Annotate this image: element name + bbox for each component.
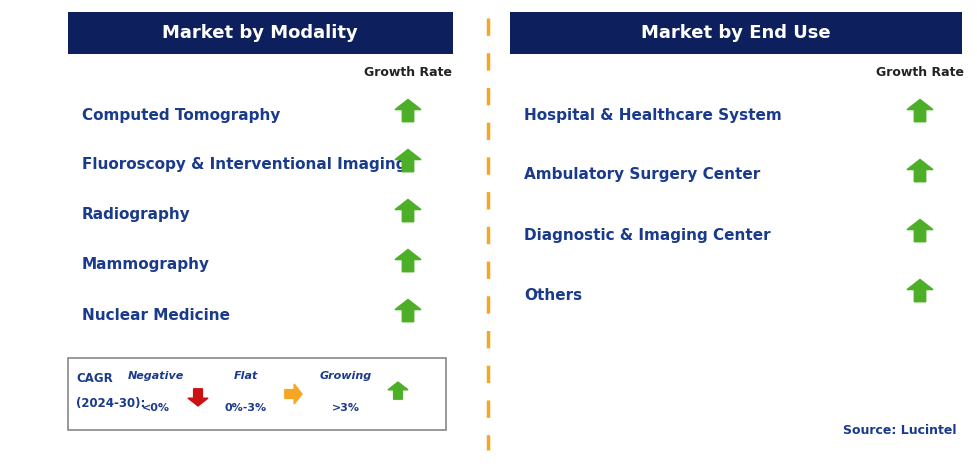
Text: Growing: Growing xyxy=(319,371,372,381)
Polygon shape xyxy=(285,384,302,404)
Polygon shape xyxy=(188,389,208,406)
Text: Market by End Use: Market by End Use xyxy=(641,24,830,42)
Text: Radiography: Radiography xyxy=(82,208,191,222)
Text: Growth Rate: Growth Rate xyxy=(876,65,964,79)
FancyBboxPatch shape xyxy=(510,12,962,54)
Text: <0%: <0% xyxy=(142,403,170,413)
Text: 0%-3%: 0%-3% xyxy=(225,403,267,413)
Polygon shape xyxy=(395,149,421,172)
Polygon shape xyxy=(395,200,421,222)
Text: Fluoroscopy & Interventional Imaging: Fluoroscopy & Interventional Imaging xyxy=(82,157,406,173)
Text: CAGR: CAGR xyxy=(76,372,112,384)
Text: Hospital & Healthcare System: Hospital & Healthcare System xyxy=(524,108,782,122)
Text: Nuclear Medicine: Nuclear Medicine xyxy=(82,308,230,322)
Polygon shape xyxy=(395,249,421,272)
Text: Flat: Flat xyxy=(234,371,258,381)
FancyBboxPatch shape xyxy=(68,12,453,54)
Text: >3%: >3% xyxy=(332,403,360,413)
Text: (2024-30):: (2024-30): xyxy=(76,398,146,410)
Text: Source: Lucintel: Source: Lucintel xyxy=(843,423,956,437)
Polygon shape xyxy=(388,382,408,399)
Polygon shape xyxy=(395,300,421,322)
FancyBboxPatch shape xyxy=(68,358,446,430)
Polygon shape xyxy=(907,159,933,182)
Text: Mammography: Mammography xyxy=(82,257,210,273)
Text: Ambulatory Surgery Center: Ambulatory Surgery Center xyxy=(524,167,760,182)
Text: Others: Others xyxy=(524,288,582,302)
Text: Negative: Negative xyxy=(128,371,184,381)
Text: Computed Tomography: Computed Tomography xyxy=(82,108,280,122)
Text: Market by Modality: Market by Modality xyxy=(162,24,358,42)
Text: Growth Rate: Growth Rate xyxy=(364,65,452,79)
Polygon shape xyxy=(907,219,933,242)
Polygon shape xyxy=(907,100,933,122)
Polygon shape xyxy=(395,100,421,122)
Text: Diagnostic & Imaging Center: Diagnostic & Imaging Center xyxy=(524,228,771,243)
Polygon shape xyxy=(907,280,933,302)
